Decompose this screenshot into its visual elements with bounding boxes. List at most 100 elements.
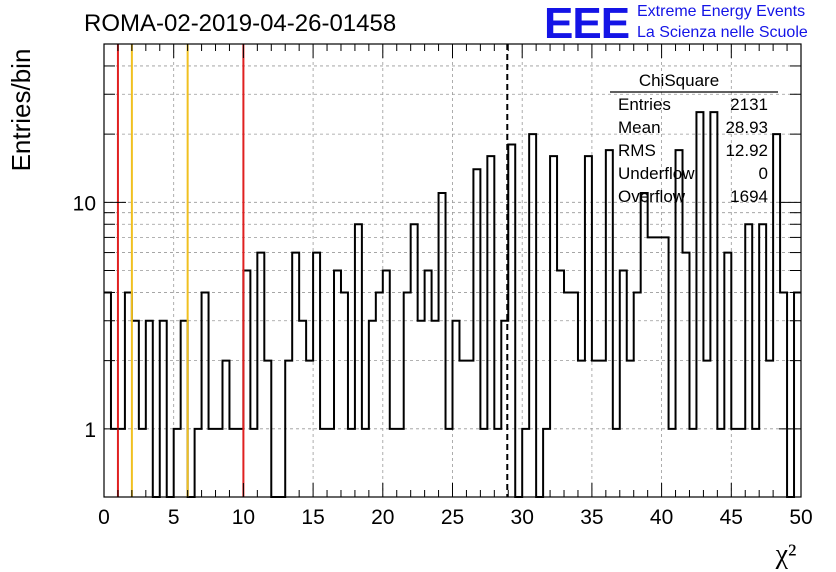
histogram-bin (411, 224, 418, 497)
y-tick-label: 1 (84, 419, 96, 442)
x-tick-label: 20 (371, 506, 394, 529)
eee-logo: EEE (544, 0, 630, 48)
histogram-bin (773, 134, 780, 497)
histogram-bin (104, 292, 111, 497)
x-tick-label: 25 (441, 506, 464, 529)
histogram-bin (689, 429, 696, 497)
x-tick-label: 40 (650, 506, 673, 529)
histogram-bin (355, 224, 362, 497)
stats-row-value: 2131 (730, 95, 768, 114)
histogram-bin (655, 237, 662, 497)
histogram-bin (160, 321, 167, 497)
histogram-bin (466, 361, 473, 497)
histogram-bin (320, 429, 327, 497)
histogram-bin (738, 429, 745, 497)
histogram-bin (229, 429, 236, 497)
histogram-bin (550, 156, 557, 497)
stats-row-value: 28.93 (725, 118, 768, 137)
histogram-bin (132, 321, 139, 497)
histogram-bin (543, 429, 550, 497)
axes: 0 5 10 15 20 25 30 35 40 45 50 1 10 (73, 43, 813, 529)
histogram-bin (585, 156, 592, 497)
histogram-bin (627, 361, 634, 497)
histogram-bin (683, 253, 690, 497)
stats-row-label: RMS (618, 141, 656, 160)
histogram-bin (397, 429, 404, 497)
histogram-bin (759, 224, 766, 497)
histogram-bin (236, 429, 243, 497)
histogram-bin (480, 429, 487, 497)
stats-box: ChiSquare Entries 2131 Mean 28.93 RMS 12.92 Un… (610, 71, 778, 206)
histogram-bin (174, 429, 181, 497)
x-tick-label: 10 (232, 506, 255, 529)
marker-lines (116, 44, 509, 497)
histogram-bin (752, 429, 759, 497)
histogram-bin (453, 321, 460, 497)
histogram-bin (139, 429, 146, 497)
x-tick-label: 15 (301, 506, 324, 529)
histogram-bin (362, 429, 369, 497)
y-tick-label: 10 (73, 192, 96, 215)
histogram-bin (696, 112, 703, 497)
histogram-bin (439, 193, 446, 497)
histogram-bin (529, 134, 536, 497)
histogram-bin (209, 429, 216, 497)
x-tick-label: 45 (720, 506, 743, 529)
histogram-bin (571, 292, 578, 497)
x-tick-label: 5 (168, 506, 180, 529)
histogram-bin (794, 292, 801, 497)
histogram-bin (446, 429, 453, 497)
histogram-bin (195, 429, 202, 497)
histogram-bin (341, 292, 348, 497)
histogram-bin (299, 321, 306, 497)
histogram-line (104, 111, 801, 498)
histogram-bin (599, 361, 606, 497)
histogram-bin (125, 292, 132, 497)
histogram-bin (564, 292, 571, 497)
histogram-bin (369, 321, 376, 497)
histogram-bin (327, 429, 334, 497)
stats-row-label: Mean (618, 118, 661, 137)
histogram-bin (257, 253, 264, 497)
histogram-bin (376, 292, 383, 497)
histogram-bin (508, 144, 515, 497)
histogram-bin (292, 253, 299, 497)
histogram-bin (487, 156, 494, 497)
x-axis-label: χ² (775, 539, 797, 570)
histogram-bin (334, 271, 341, 498)
histogram-bin (243, 271, 250, 498)
histogram-bin (641, 193, 648, 497)
histogram-bin (146, 321, 153, 497)
histogram-bin (494, 429, 501, 497)
stats-row-label: Entries (618, 95, 671, 114)
histogram-bin (285, 361, 292, 497)
stats-title: ChiSquare (639, 71, 719, 90)
stats-row-label: Overflow (618, 187, 686, 206)
histogram-bin (425, 271, 432, 498)
x-tick-label: 30 (511, 506, 534, 529)
x-tick-label: 50 (789, 506, 812, 529)
histogram-bin (418, 321, 425, 497)
histogram-bin (766, 361, 773, 497)
histogram-bin (264, 361, 271, 497)
histogram-bin (390, 429, 397, 497)
brand-line-2: La Scienza nelle Scuole (637, 24, 808, 41)
histogram-bin (118, 429, 125, 497)
histogram-bin (216, 429, 223, 497)
histogram-bin (459, 361, 466, 497)
histogram-bin (710, 112, 717, 497)
histogram-bin (522, 429, 529, 497)
x-tick-label: 35 (580, 506, 603, 529)
x-tick-label: 0 (98, 506, 110, 529)
histogram-bin (620, 271, 627, 498)
histogram-bin (669, 429, 676, 497)
histogram-bin (731, 429, 738, 497)
stats-row-value: 0 (759, 164, 768, 183)
histogram-bin (557, 271, 564, 498)
brand-line-1: Extreme Energy Events (637, 3, 806, 20)
histogram-bin (613, 429, 620, 497)
histogram-bin (432, 321, 439, 497)
run-title: ROMA-02-2019-04-26-01458 (84, 10, 397, 37)
histogram-bin (717, 429, 724, 497)
